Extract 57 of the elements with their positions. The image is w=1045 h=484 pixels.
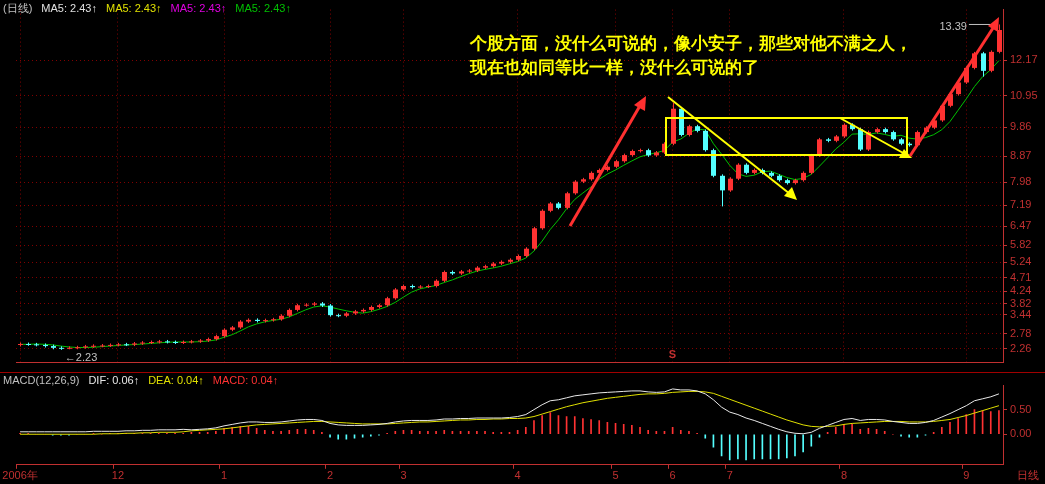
y-tick-label: 8.87 xyxy=(1010,149,1032,162)
y-tick-label: 5.82 xyxy=(1010,238,1032,251)
y-tick-label: 7.19 xyxy=(1010,198,1032,211)
candlestick xyxy=(720,173,725,207)
annotation: MA5: 2.43↑ xyxy=(41,2,97,14)
candlestick xyxy=(989,49,994,73)
candlestick xyxy=(997,23,1002,54)
candlestick xyxy=(108,342,113,348)
candlestick xyxy=(817,137,822,158)
text: 日线 xyxy=(1017,468,1039,483)
annotation: MA5: 2.43↑ xyxy=(170,2,227,14)
y-tick-label: 7.98 xyxy=(1010,175,1032,188)
annotation: ←2.23 xyxy=(64,350,98,363)
y-tick-label: 2.26 xyxy=(1010,342,1032,355)
candlestick xyxy=(866,130,871,152)
x-tick-label: 12 xyxy=(111,469,125,482)
text: MACD: 0.04↑ xyxy=(212,374,279,386)
x-tick-label: 2006年 xyxy=(2,469,38,482)
y-tick-label: 5.24 xyxy=(1010,255,1032,268)
annotation: MA5: 2.43↑ xyxy=(105,2,162,14)
x-tick-label: 6 xyxy=(669,469,676,482)
x-tick-label: 3 xyxy=(400,469,407,482)
candlestick xyxy=(418,284,423,290)
text: MA5: 2.43↑ xyxy=(235,2,291,14)
x-tick-label: 8 xyxy=(840,469,847,482)
candlestick xyxy=(703,128,708,153)
annotation: 个股方面，没什么可说的，像小安子，那些对他不满之人， xyxy=(470,32,912,55)
y-tick-label: 0.00 xyxy=(1010,427,1032,440)
x-tick-label: 7 xyxy=(726,469,733,482)
y-tick-label: 3.82 xyxy=(1010,296,1032,309)
x-tick-label: 2 xyxy=(326,469,334,482)
candlestick xyxy=(532,226,537,251)
y-tick-label: 0.50 xyxy=(1010,402,1032,415)
x-tick-label: 5 xyxy=(612,469,619,482)
annotation: S xyxy=(668,348,677,361)
text: DEA: 0.04↑ xyxy=(148,374,204,386)
y-tick-label: 12.17 xyxy=(1010,53,1038,66)
candlestick xyxy=(91,343,96,349)
x-tick-label: 1 xyxy=(220,469,228,482)
y-tick-label: 6.47 xyxy=(1010,219,1032,232)
x-tick-label: 9 xyxy=(963,469,970,482)
text: DIF: 0.06↑ xyxy=(88,374,140,386)
y-tick-label: 10.95 xyxy=(1010,88,1038,101)
candlestick xyxy=(981,51,986,78)
y-tick-label: 4.71 xyxy=(1010,270,1032,283)
y-tick-label: 4.24 xyxy=(1010,284,1032,297)
annotation: 现在也如同等比一样，没什么可说的了 xyxy=(470,56,760,79)
candlestick xyxy=(304,302,309,308)
y-tick-label: 3.44 xyxy=(1010,307,1032,320)
candlestick xyxy=(540,208,545,231)
annotation: 13.39 xyxy=(939,19,967,32)
candlestick xyxy=(59,345,64,351)
y-tick-label: 9.86 xyxy=(1010,120,1032,133)
x-tick-label: 4 xyxy=(514,469,521,482)
chart-title: MACD(12,26,9) xyxy=(3,374,80,386)
y-tick-label: 2.78 xyxy=(1010,326,1032,339)
chart-title: (日线) xyxy=(3,2,33,14)
